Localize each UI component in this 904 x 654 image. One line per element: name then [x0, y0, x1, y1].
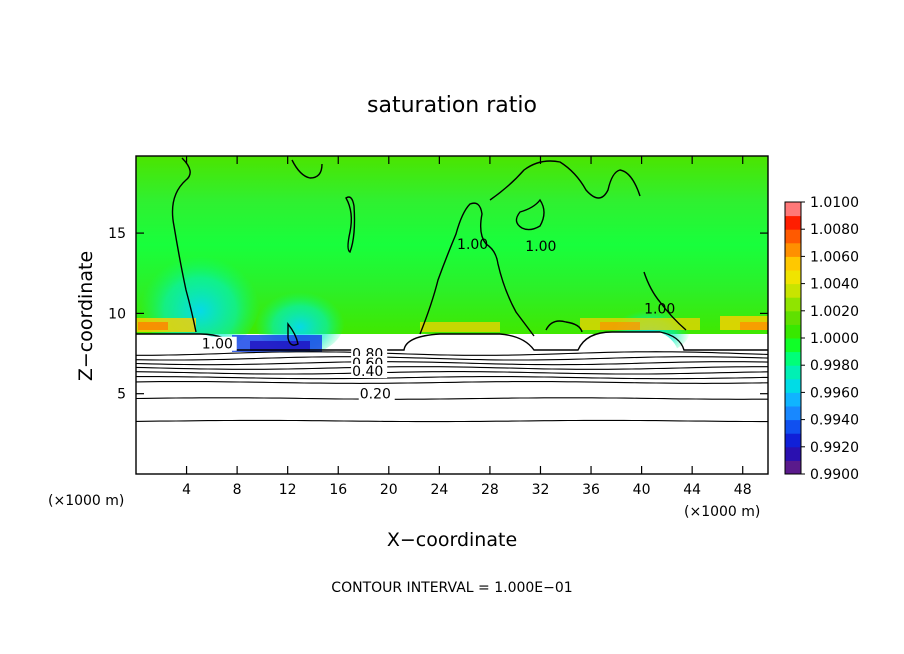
colorbar-swatch [785, 256, 801, 271]
stable-contour-line [136, 376, 768, 380]
x-tick-label: 40 [633, 482, 651, 498]
stable-contour-line [136, 361, 768, 366]
colorbar-swatch [785, 351, 801, 366]
colorbar-swatches [785, 202, 801, 475]
contour-labels: 1.001.00 1.001.000.800.600.400.20 [200, 237, 675, 403]
contour-interval-note: CONTOUR INTERVAL = 1.000E−01 [331, 580, 572, 596]
contour-line [171, 157, 197, 333]
colorbar-label: 1.0060 [810, 249, 859, 265]
plot-area: 1.001.00 1.001.000.800.600.400.20 [135, 155, 769, 475]
colorbar-swatch [785, 419, 801, 434]
x-tick-label: 24 [430, 482, 448, 498]
x-tick-label: 44 [683, 482, 701, 498]
colorbar-swatch [785, 202, 801, 217]
x-unit-label-right: (×1000 m) [684, 504, 760, 520]
contour-label: 0.20 [360, 387, 391, 403]
plot-frame [135, 155, 769, 475]
cloud-gap [136, 332, 768, 352]
contour-line [287, 322, 299, 346]
stable-contour-line [136, 356, 768, 361]
x-unit-label-left: (×1000 m) [48, 493, 124, 509]
x-tick-label: 36 [582, 482, 600, 498]
colorbar-swatch [785, 338, 801, 353]
contour-line [643, 271, 687, 331]
x-tick-label: 20 [380, 482, 398, 498]
x-tick-label: 4 [182, 482, 191, 498]
contour-label: 1.00 [644, 301, 675, 317]
y-tick-label: 15 [108, 226, 126, 242]
y-axis-label: Z−coordinate [75, 251, 97, 381]
colorbar-label: 0.9920 [810, 440, 859, 456]
deep-blue-band-2 [250, 341, 310, 351]
stable-contour-line [136, 351, 768, 356]
contour-label-bg [358, 386, 395, 401]
colorbar-label: 1.0100 [810, 195, 859, 211]
colorbar-swatch [785, 365, 801, 380]
stable-contour-line [136, 419, 768, 423]
y-axis-ticks: 5 10 15 [108, 226, 768, 403]
contour-label: 1.00 [525, 239, 556, 255]
contour-label-bg [200, 336, 237, 351]
contour-line [545, 320, 583, 333]
contour-line [419, 202, 535, 337]
x-tick-label: 8 [233, 482, 242, 498]
stable-contours [136, 351, 768, 423]
contour-label: 1.00 [202, 337, 233, 353]
colorbar-label: 0.9960 [810, 385, 859, 401]
colorbar-label: 1.0080 [810, 222, 859, 238]
x-tick-label: 48 [734, 482, 752, 498]
colorbar-label: 1.0040 [810, 277, 859, 293]
y-tick-label: 5 [117, 387, 126, 403]
chart-title: saturation ratio [367, 93, 537, 118]
colorbar-label: 1.0000 [810, 331, 859, 347]
colorbar-swatch [785, 446, 801, 461]
colorbar-swatch [785, 242, 801, 257]
x-axis-ticks: 4 8 12 16 20 24 28 32 36 40 44 48 [182, 156, 752, 498]
stable-contour-line [136, 366, 768, 370]
x-tick-label: 28 [481, 482, 499, 498]
contour-line [489, 160, 641, 201]
colorbar-swatch [785, 406, 801, 421]
stable-contour-line [136, 381, 768, 384]
x-tick-label: 12 [279, 482, 297, 498]
contour-line [291, 159, 323, 179]
colorbar-swatch [785, 283, 801, 298]
colorbar-swatch [785, 378, 801, 393]
colorbar-swatch [785, 270, 801, 285]
stable-layer [136, 352, 768, 474]
x-tick-label: 16 [329, 482, 347, 498]
colorbar-swatch [785, 324, 801, 339]
contour-label: 1.00 [457, 237, 488, 253]
colorbar-label: 0.9980 [810, 358, 859, 374]
y-tick-label: 10 [108, 306, 126, 322]
colorbar-swatch [785, 229, 801, 244]
colorbar-swatch [785, 392, 801, 407]
colorbar-swatch [785, 215, 801, 230]
colorbar-swatch [785, 433, 801, 448]
x-tick-label: 32 [532, 482, 550, 498]
colorbar-labels: 1.0100 1.0080 1.0060 1.0040 1.0020 1.0000 0.99… [801, 195, 859, 483]
contour-label-bg [351, 364, 388, 379]
supersaturated-strip [136, 316, 768, 332]
colorbar-label: 1.0020 [810, 304, 859, 320]
contour-line [515, 198, 545, 231]
colorbar-swatch [785, 297, 801, 312]
colorbar-swatch [785, 310, 801, 325]
colorbar: 1.0100 1.0080 1.0060 1.0040 1.0020 1.0000 0.99… [784, 195, 859, 483]
colorbar-swatch [785, 460, 801, 475]
contour-label: 0.40 [352, 364, 383, 380]
colorbar-label: 0.9900 [810, 467, 859, 483]
contour-line [345, 196, 356, 253]
x-axis-label: X−coordinate [387, 529, 517, 551]
stable-contour-line [136, 371, 768, 375]
colorbar-label: 0.9940 [810, 413, 859, 429]
stable-contour-line [136, 397, 768, 400]
